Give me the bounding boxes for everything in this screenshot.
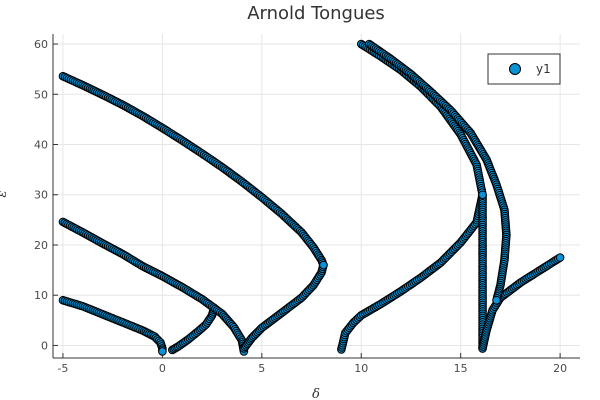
y-tick-label: 10 xyxy=(34,289,48,302)
scatter-point xyxy=(478,190,487,200)
y-tick-label: 30 xyxy=(34,189,48,202)
legend-label: y1 xyxy=(536,62,551,76)
x-tick-label: 0 xyxy=(159,362,166,375)
scatter-point xyxy=(555,253,565,262)
legend-marker xyxy=(509,63,521,75)
scatter-point xyxy=(492,295,501,305)
y-tick-label: 50 xyxy=(34,88,48,101)
y-axis-label: ε xyxy=(0,190,10,197)
tick-labels: -5 0 5 10 15 20 0 10 20 30 40 50 60 xyxy=(34,38,567,375)
y-tick-label: 0 xyxy=(41,339,48,352)
x-axis-label: δ xyxy=(312,387,320,400)
legend: y1 xyxy=(487,53,561,85)
scatter-point xyxy=(158,347,167,356)
legend-box xyxy=(487,53,561,85)
y-tick-label: 60 xyxy=(34,38,48,51)
scatter-point xyxy=(319,260,328,270)
x-tick-label: 15 xyxy=(454,362,468,375)
y-tick-label: 20 xyxy=(34,239,48,252)
chart-title: Arnold Tongues xyxy=(247,3,385,24)
x-tick-label: -5 xyxy=(57,362,68,375)
x-tick-label: 20 xyxy=(553,362,567,375)
y-tick-label: 40 xyxy=(34,139,48,152)
x-tick-label: 10 xyxy=(354,362,368,375)
data-points xyxy=(58,39,565,356)
x-tick-label: 5 xyxy=(258,362,265,375)
